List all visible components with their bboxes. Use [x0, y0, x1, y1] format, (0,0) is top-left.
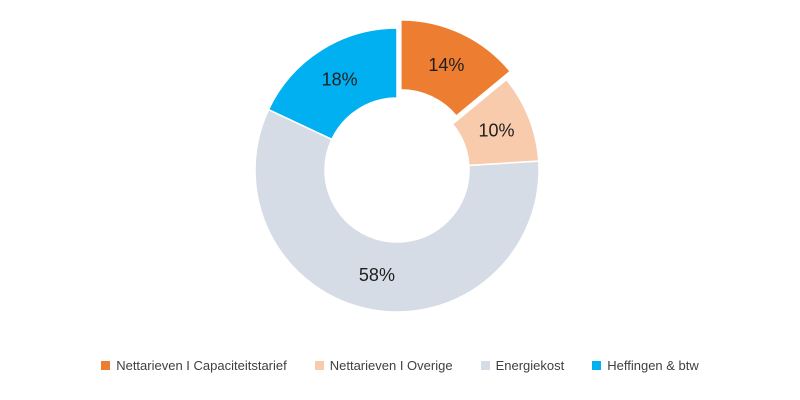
legend-item-heffingen-btw: Heffingen & btw [592, 358, 699, 373]
data-label-nettarieven-i-capaciteitstarief: 14% [428, 55, 464, 75]
legend-item-nettarieven-i-overige: Nettarieven I Overige [314, 358, 453, 373]
legend-swatch [592, 361, 602, 370]
legend-swatch [314, 361, 324, 370]
data-label-nettarieven-i-overige: 10% [478, 121, 514, 141]
legend-label: Energiekost [495, 358, 565, 373]
legend-swatch [480, 361, 490, 370]
slice-nettarieven-i-capaciteitstarief [400, 19, 512, 118]
data-label-heffingen-btw: 18% [322, 70, 358, 90]
legend-item-energiekost: Energiekost [480, 358, 565, 373]
legend-label: Heffingen & btw [607, 358, 699, 373]
legend-label: Nettarieven I Capaciteitstarief [116, 358, 287, 373]
donut-plot-area: 14% 10% 58% 18% [254, 19, 540, 313]
legend-swatch [101, 361, 111, 370]
chart-legend: Nettarieven I Capaciteitstarief Nettariev… [0, 358, 800, 373]
data-label-energiekost: 58% [359, 265, 395, 285]
legend-item-nettarieven-i-capaciteitstarief: Nettarieven I Capaciteitstarief [101, 358, 287, 373]
slice-heffingen-btw [267, 27, 398, 141]
slice-energiekost [254, 108, 540, 313]
legend-label: Nettarieven I Overige [329, 358, 453, 373]
